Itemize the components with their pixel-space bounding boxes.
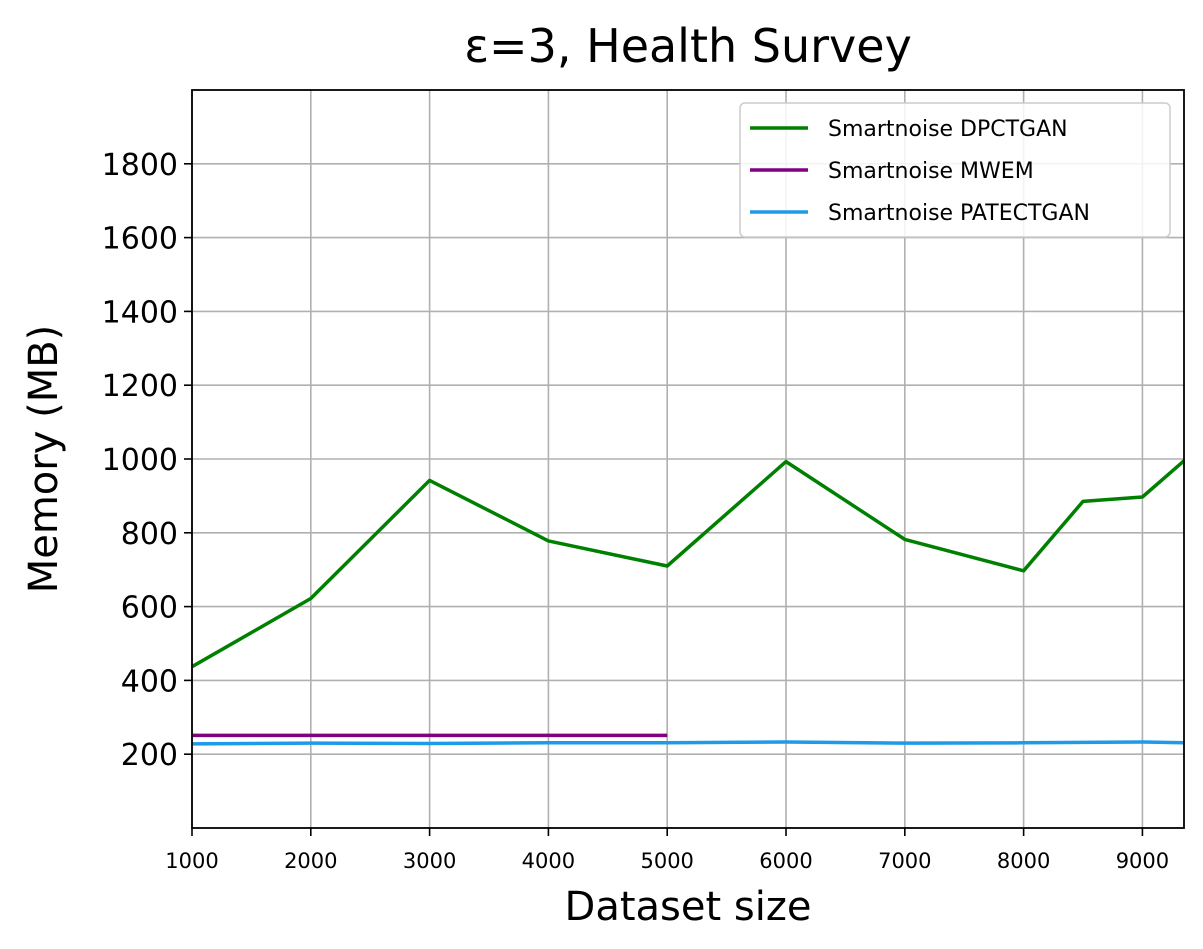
legend-label: Smartnoise DPCTGAN — [828, 117, 1068, 142]
x-tick-label: 1000 — [165, 849, 218, 873]
y-tick-label: 400 — [121, 664, 178, 699]
x-tick-label: 9000 — [1116, 849, 1169, 873]
legend-label: Smartnoise MWEM — [828, 159, 1034, 184]
y-tick-label: 1800 — [102, 148, 178, 183]
y-tick-label: 1000 — [102, 443, 178, 478]
x-axis-label: Dataset size — [565, 884, 812, 930]
y-tick-label: 1600 — [102, 222, 178, 257]
legend: Smartnoise DPCTGAN Smartnoise MWEM Smartno… — [739, 102, 1171, 238]
y-tick-label: 800 — [121, 517, 178, 552]
x-tick-label: 4000 — [522, 849, 575, 873]
series-layer — [191, 459, 1186, 746]
y-tick-label: 1400 — [102, 295, 178, 330]
y-tick-label: 600 — [121, 591, 178, 626]
x-tick-label: 2000 — [284, 849, 337, 873]
y-tick-label: 200 — [121, 738, 178, 773]
series-line-smartnoise-dpctgan — [191, 459, 1186, 669]
x-tick-label: 7000 — [878, 849, 931, 873]
legend-box — [739, 102, 1171, 238]
ticks: 1000 2000 3000 4000 5000 6000 7000 8000 9000 200 4… — [102, 148, 1170, 873]
x-tick-label: 8000 — [997, 849, 1050, 873]
chart-title: ε=3, Health Survey — [464, 19, 912, 73]
y-axis-label: Memory (MB) — [21, 325, 67, 594]
x-tick-label: 6000 — [759, 849, 812, 873]
x-tick-label: 5000 — [640, 849, 693, 873]
series-line-smartnoise-patectgan — [191, 740, 1185, 746]
x-tick-label: 3000 — [403, 849, 456, 873]
y-tick-label: 1200 — [102, 369, 178, 404]
legend-label: Smartnoise PATECTGAN — [828, 201, 1090, 226]
